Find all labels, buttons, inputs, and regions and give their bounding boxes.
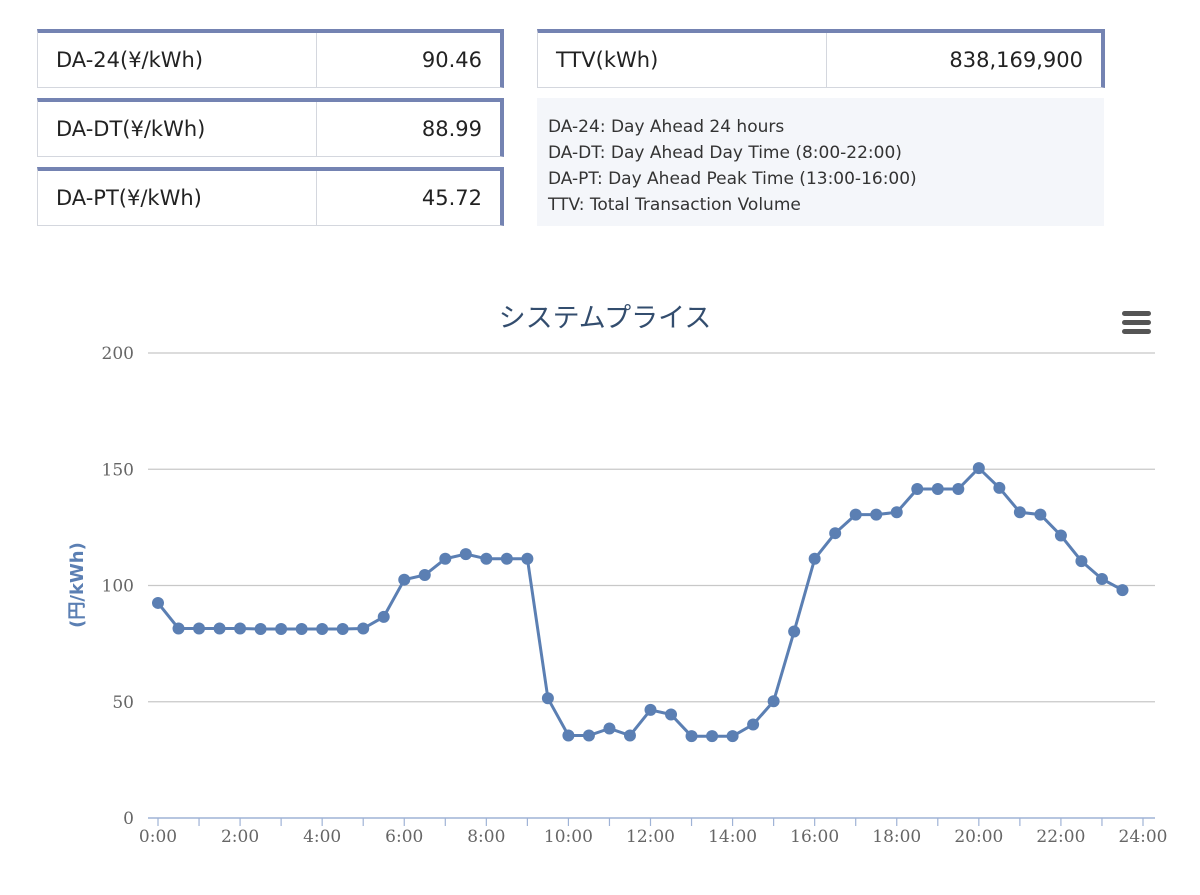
- data-point[interactable]: [418, 569, 431, 582]
- data-point[interactable]: [788, 625, 801, 638]
- x-tick-label: 22:00: [1036, 827, 1085, 847]
- data-point[interactable]: [357, 622, 370, 635]
- legend-line-ttv: TTV: Total Transaction Volume: [548, 195, 801, 215]
- chart-menu-button[interactable]: [1118, 308, 1156, 338]
- data-point[interactable]: [665, 708, 678, 721]
- data-point[interactable]: [480, 552, 493, 565]
- data-point[interactable]: [336, 622, 349, 635]
- x-tick-label: 8:00: [467, 827, 505, 847]
- data-point[interactable]: [890, 506, 903, 519]
- data-point[interactable]: [275, 622, 288, 635]
- x-tick-label: 20:00: [954, 827, 1003, 847]
- data-point[interactable]: [1075, 555, 1088, 568]
- y-tick-label: 200: [102, 344, 134, 364]
- stat-value-dapt: 45.72: [421, 186, 482, 210]
- data-point[interactable]: [316, 622, 329, 635]
- data-point[interactable]: [972, 462, 985, 475]
- data-point[interactable]: [767, 695, 780, 708]
- data-point[interactable]: [603, 722, 616, 735]
- data-point[interactable]: [685, 730, 698, 743]
- stat-table-dapt: DA-PT(¥/kWh) 45.72: [37, 167, 504, 226]
- data-point[interactable]: [439, 552, 452, 565]
- stat-label-da24: DA-24(¥/kWh): [38, 33, 317, 87]
- data-point[interactable]: [1034, 508, 1047, 521]
- data-point[interactable]: [1095, 572, 1108, 585]
- data-point[interactable]: [931, 483, 944, 496]
- y-gridlines: [148, 352, 1155, 703]
- data-point[interactable]: [706, 730, 719, 743]
- data-point[interactable]: [747, 718, 760, 731]
- y-tick-label: 0: [123, 809, 134, 829]
- system-price-chart: システムプライス (円/kWh) 0 50 100 150 200 0:00 2:00 4:…: [67, 303, 1168, 847]
- abbreviation-legend: DA-24: Day Ahead 24 hours DA-DT: Day Ahe…: [537, 98, 1104, 226]
- legend-line-dapt: DA-PT: Day Ahead Peak Time (13:00-16:00): [548, 169, 917, 189]
- x-tick-label: 2:00: [221, 827, 259, 847]
- stat-value-da24: 90.46: [421, 48, 482, 72]
- data-point[interactable]: [459, 548, 472, 561]
- data-point[interactable]: [849, 508, 862, 521]
- x-tick-label: 6:00: [385, 827, 423, 847]
- data-point[interactable]: [726, 730, 739, 743]
- stat-value-dadt: 88.99: [421, 117, 482, 141]
- x-tick-label: 14:00: [708, 827, 757, 847]
- x-tick-label: 4:00: [303, 827, 341, 847]
- data-point[interactable]: [870, 508, 883, 521]
- stat-value-ttv: 838,169,900: [949, 48, 1083, 72]
- data-point[interactable]: [521, 552, 534, 565]
- x-tick-label: 10:00: [544, 827, 593, 847]
- series-markers: [152, 462, 1129, 743]
- data-point[interactable]: [234, 622, 247, 635]
- data-point[interactable]: [644, 703, 657, 716]
- data-point[interactable]: [500, 552, 513, 565]
- data-point[interactable]: [254, 622, 267, 635]
- y-tick-label: 50: [112, 693, 134, 713]
- x-axis: [148, 817, 1155, 826]
- x-tick-label: 18:00: [872, 827, 921, 847]
- legend-line-da24: DA-24: Day Ahead 24 hours: [548, 117, 785, 137]
- data-point[interactable]: [295, 622, 308, 635]
- y-tick-labels: 0 50 100 150 200: [102, 344, 134, 829]
- x-tick-label: 12:00: [626, 827, 675, 847]
- data-point[interactable]: [152, 596, 164, 609]
- hamburger-menu-icon: [1122, 311, 1151, 334]
- stat-label-dadt: DA-DT(¥/kWh): [38, 102, 317, 156]
- data-point[interactable]: [808, 552, 821, 565]
- data-point[interactable]: [1013, 506, 1026, 519]
- stat-table-dadt: DA-DT(¥/kWh) 88.99: [37, 98, 504, 157]
- y-tick-label: 150: [102, 460, 134, 480]
- x-tick-label: 0:00: [139, 827, 177, 847]
- data-point[interactable]: [1116, 584, 1129, 597]
- y-axis-label: (円/kWh): [67, 542, 88, 628]
- data-point[interactable]: [213, 622, 226, 635]
- data-point[interactable]: [952, 483, 965, 496]
- data-point[interactable]: [993, 481, 1006, 494]
- x-tick-label: 16:00: [790, 827, 839, 847]
- data-point[interactable]: [623, 729, 636, 742]
- data-point[interactable]: [582, 729, 595, 742]
- x-tick-label: 24:00: [1119, 827, 1168, 847]
- stat-label-dapt: DA-PT(¥/kWh): [38, 171, 317, 225]
- chart-title: システムプライス: [499, 303, 712, 334]
- data-point[interactable]: [1054, 529, 1067, 542]
- data-point[interactable]: [911, 483, 924, 496]
- stat-label-ttv: TTV(kWh): [538, 33, 827, 87]
- data-point[interactable]: [172, 622, 185, 635]
- x-tick-labels: 0:00 2:00 4:00 6:00 8:00 10:00 12:00 14:00 16:00…: [139, 827, 1168, 847]
- data-point[interactable]: [829, 527, 842, 540]
- data-point[interactable]: [193, 622, 206, 635]
- data-point[interactable]: [377, 610, 390, 623]
- data-point[interactable]: [541, 692, 554, 705]
- stat-table-da24: DA-24(¥/kWh) 90.46: [37, 29, 504, 88]
- series-line: [156, 465, 1124, 738]
- y-tick-label: 100: [102, 577, 134, 597]
- data-point[interactable]: [562, 729, 575, 742]
- stat-table-ttv: TTV(kWh) 838,169,900: [537, 29, 1105, 88]
- legend-line-dadt: DA-DT: Day Ahead Day Time (8:00-22:00): [548, 143, 902, 163]
- data-point[interactable]: [398, 573, 411, 586]
